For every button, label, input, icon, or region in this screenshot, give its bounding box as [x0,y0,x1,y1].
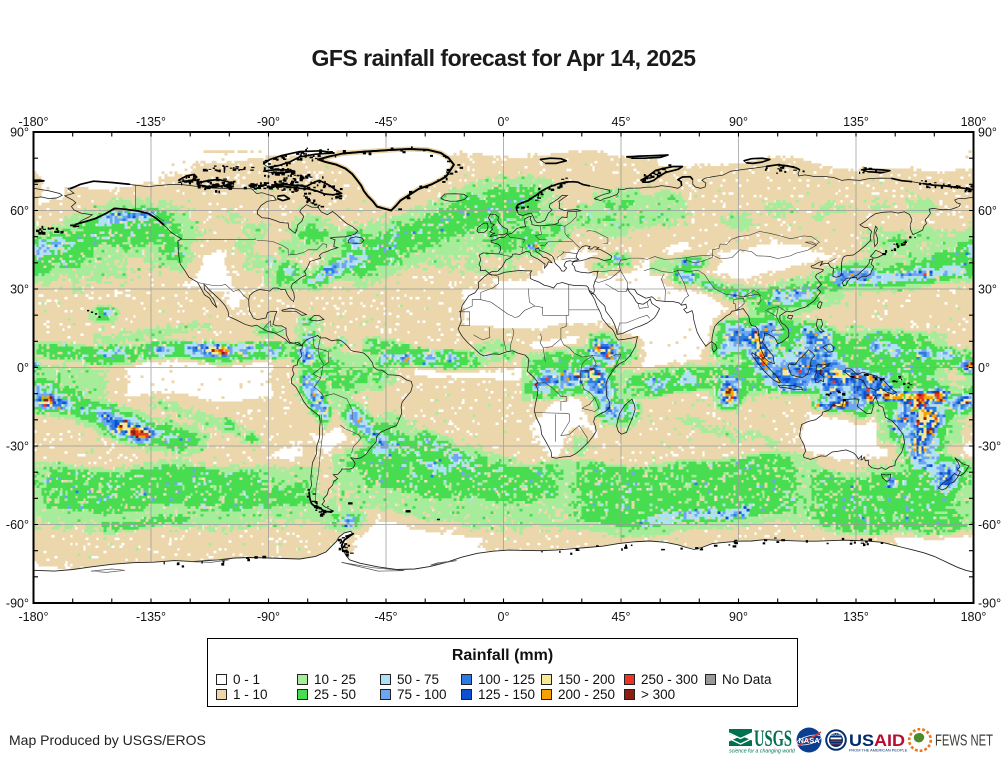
svg-text:-90°: -90° [6,597,29,611]
svg-text:0°: 0° [978,361,990,375]
svg-text:-60°: -60° [6,518,29,532]
svg-text:-135°: -135° [136,115,166,129]
svg-text:180°: 180° [961,115,987,129]
svg-text:NASA: NASA [798,736,820,745]
svg-text:135°: 135° [843,610,869,624]
svg-text:science for a changing world: science for a changing world [729,749,796,755]
svg-text:-30°: -30° [978,440,1001,454]
svg-text:FEWS NET: FEWS NET [935,733,993,750]
svg-text:60°: 60° [978,204,997,218]
svg-text:180°: 180° [961,610,987,624]
svg-text:45°: 45° [612,115,631,129]
svg-text:-45°: -45° [374,115,397,129]
svg-text:FROM THE AMERICAN PEOPLE: FROM THE AMERICAN PEOPLE [849,748,908,753]
svg-text:-30°: -30° [6,440,29,454]
svg-text:-90°: -90° [978,597,1001,611]
svg-text:60°: 60° [10,204,29,218]
svg-text:0°: 0° [17,361,29,375]
svg-text:90°: 90° [10,126,29,140]
svg-text:30°: 30° [10,283,29,297]
svg-text:135°: 135° [843,115,869,129]
svg-text:-90°: -90° [257,610,280,624]
svg-text:90°: 90° [729,115,748,129]
svg-text:0°: 0° [498,610,510,624]
svg-text:-135°: -135° [136,610,166,624]
svg-text:45°: 45° [612,610,631,624]
svg-text:90°: 90° [729,610,748,624]
svg-text:USGS: USGS [754,726,792,751]
svg-text:-180°: -180° [18,610,48,624]
svg-text:-60°: -60° [978,518,1001,532]
svg-text:-180°: -180° [18,115,48,129]
svg-text:-90°: -90° [257,115,280,129]
svg-text:30°: 30° [978,283,997,297]
svg-text:-45°: -45° [374,610,397,624]
svg-text:USAID: USAID [831,733,842,737]
svg-text:90°: 90° [978,126,997,140]
svg-text:0°: 0° [498,115,510,129]
svg-text:USAID: USAID [849,732,905,750]
